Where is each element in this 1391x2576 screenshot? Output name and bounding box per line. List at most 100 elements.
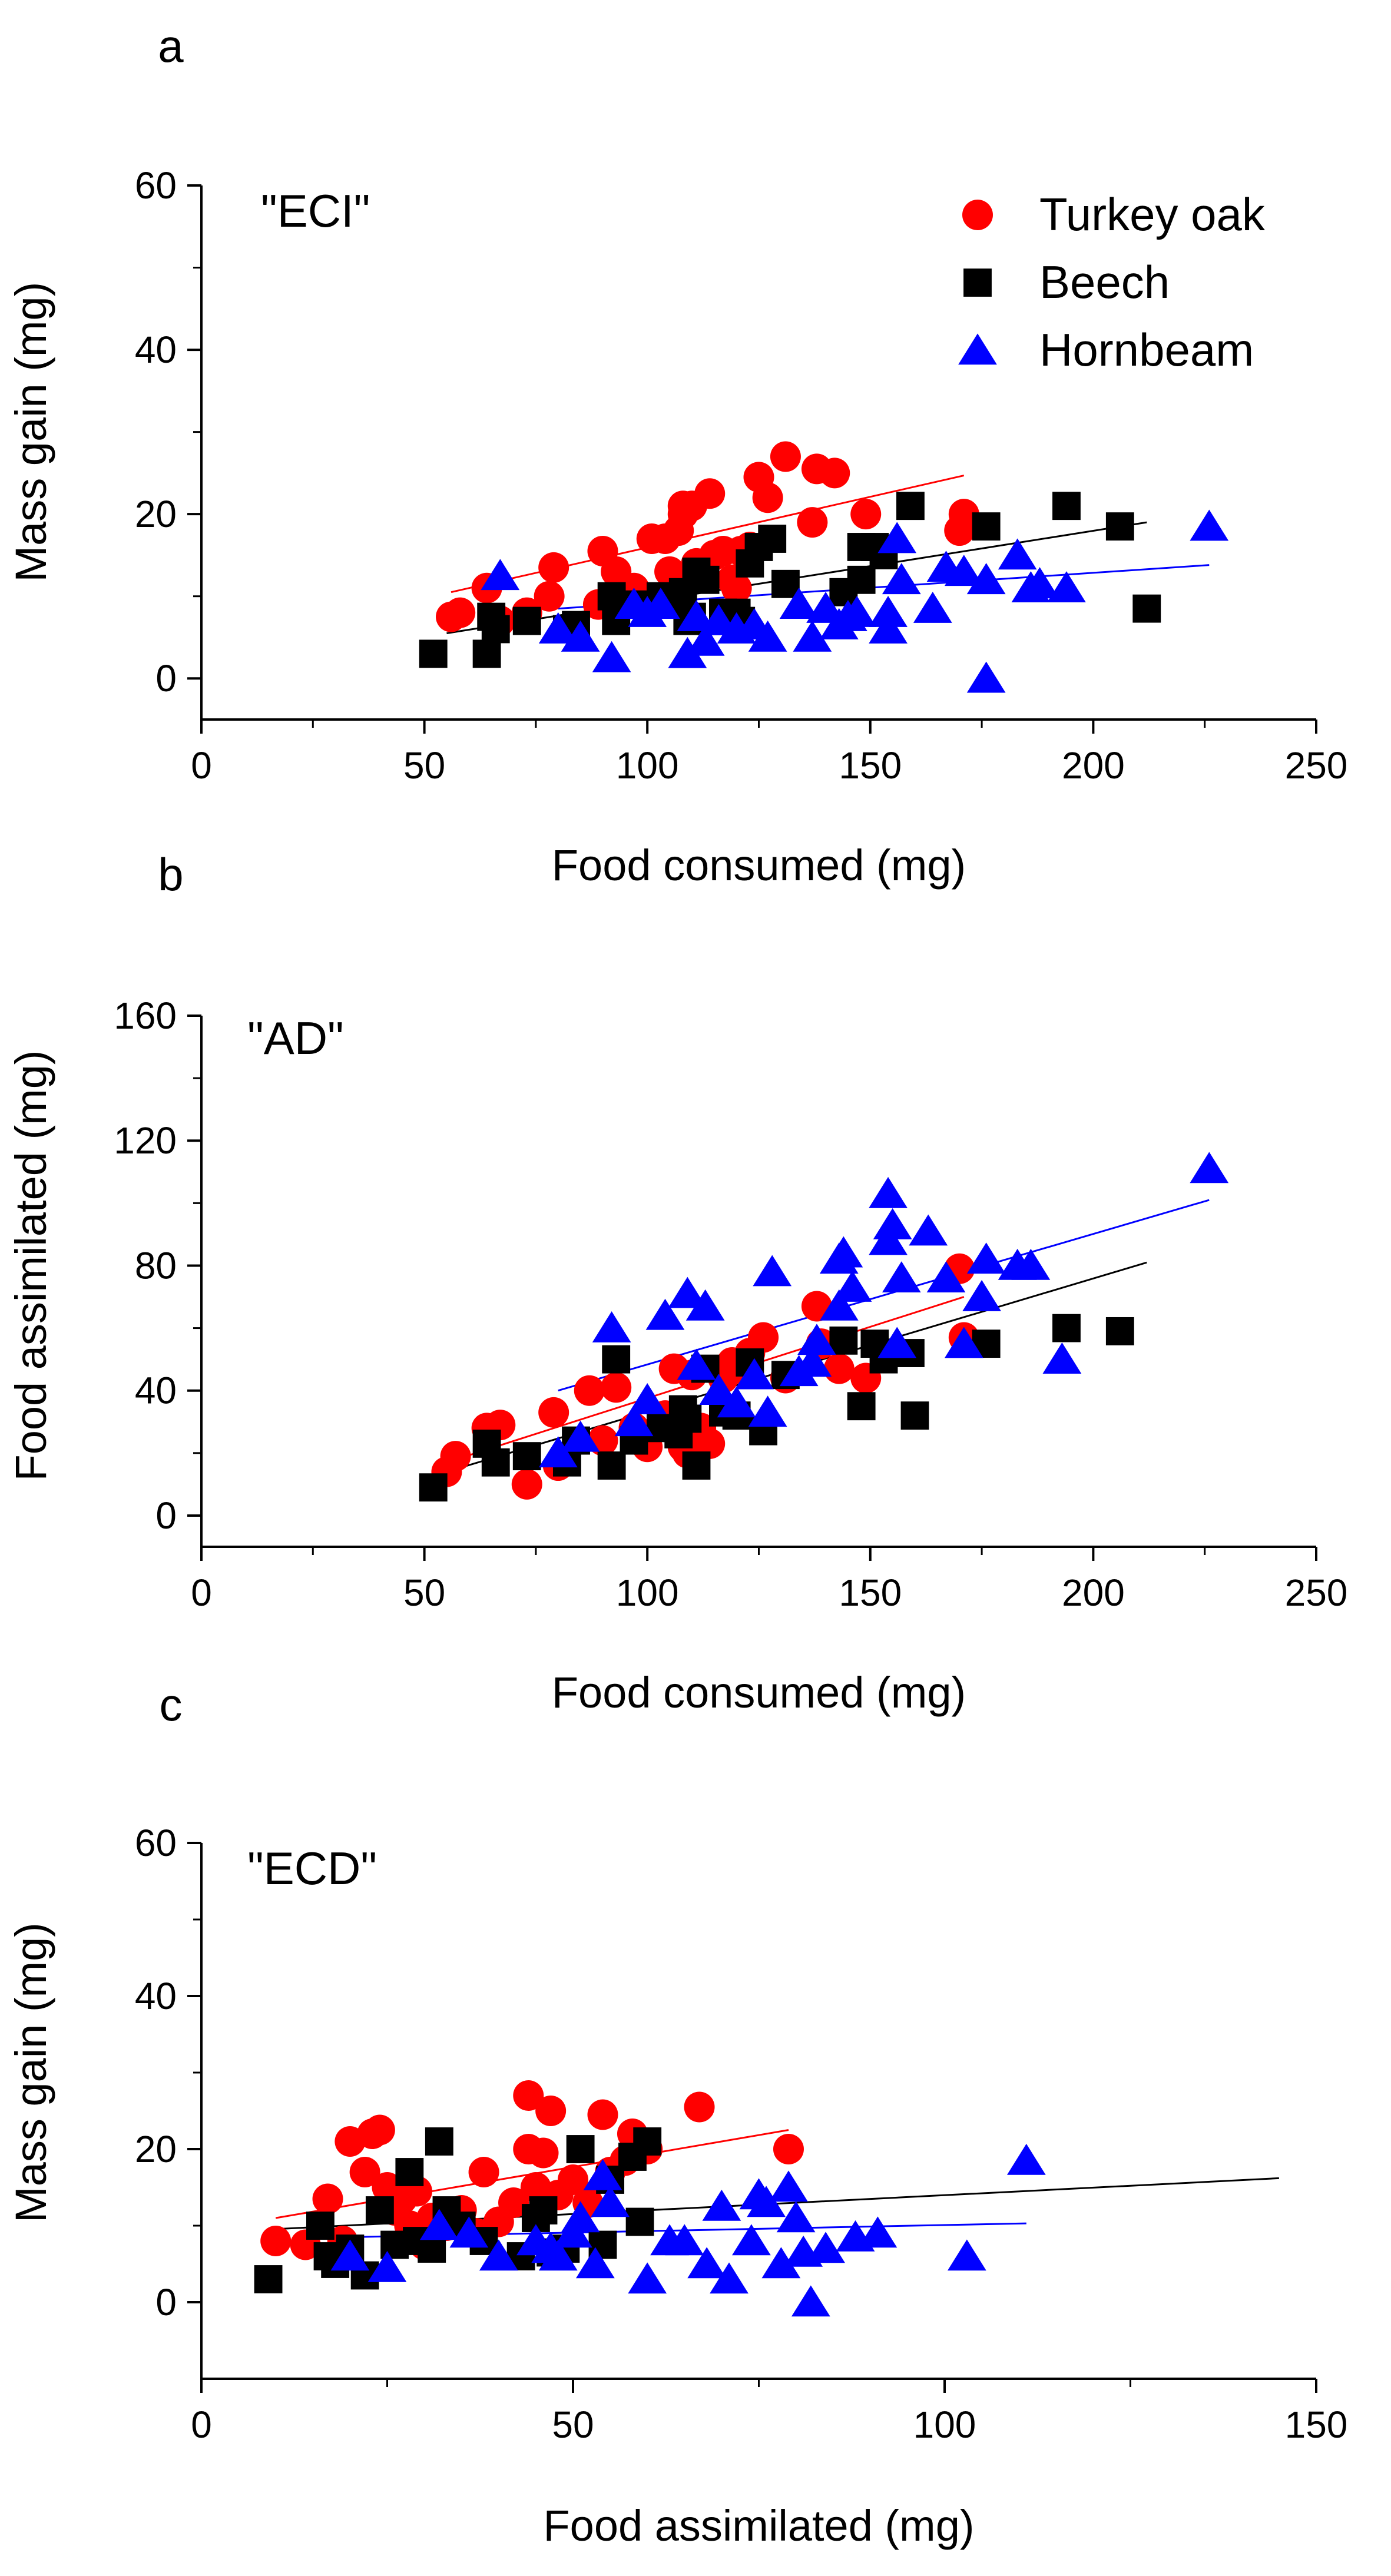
data-point-beech (829, 1326, 858, 1355)
data-point-hornbeam (583, 2159, 622, 2190)
panel-letter: a (158, 20, 184, 72)
data-point-hornbeam (873, 1208, 912, 1239)
data-point-hornbeam (1020, 567, 1059, 599)
data-point-turkey-oak (364, 2114, 395, 2146)
panel-tag: "ECD" (247, 1842, 377, 1894)
data-point-hornbeam (877, 522, 917, 553)
x-tick-label: 50 (552, 2403, 594, 2446)
x-tick-label: 150 (839, 1572, 902, 1614)
data-point-hornbeam (869, 596, 908, 627)
data-point-hornbeam (882, 1261, 921, 1293)
legend: Turkey oak Beech Hornbeam (958, 188, 1266, 376)
data-point-hornbeam (998, 538, 1037, 570)
data-point-hornbeam (668, 1277, 707, 1308)
data-point-hornbeam (677, 599, 716, 631)
data-point-turkey-oak (797, 507, 828, 538)
x-tick-label: 50 (403, 1572, 445, 1614)
data-point-beech (847, 1392, 876, 1421)
y-tick-label: 0 (155, 2281, 177, 2323)
data-point-turkey-oak (511, 1468, 542, 1500)
data-point-beech (625, 2207, 654, 2236)
data-point-beech (481, 1448, 510, 1477)
data-point-hornbeam (793, 620, 832, 652)
data-point-hornbeam (561, 620, 600, 652)
data-point-hornbeam (668, 636, 707, 668)
data-point-turkey-oak (823, 1353, 855, 1384)
data-point-beech (419, 1473, 448, 1502)
legend-marker-hornbeam (958, 333, 997, 365)
y-axis-title: Food assimilated (mg) (6, 1050, 55, 1481)
data-point-beech (566, 2135, 595, 2163)
data-point-hornbeam (481, 559, 520, 591)
data-point-hornbeam (1006, 2143, 1046, 2175)
data-point-hornbeam (419, 2209, 459, 2240)
x-tick-label: 100 (616, 1572, 679, 1614)
panel-letter: c (160, 1679, 183, 1730)
data-point-turkey-oak (773, 2134, 804, 2164)
data-point-hornbeam (858, 2216, 897, 2248)
data-point-turkey-oak (513, 2080, 544, 2111)
data-point-hornbeam (776, 2201, 816, 2233)
data-point-hornbeam (575, 2247, 615, 2279)
legend-marker-beech (963, 268, 992, 297)
data-point-hornbeam (710, 2262, 749, 2294)
data-point-turkey-oak (498, 2187, 529, 2218)
data-point-hornbeam (748, 1395, 787, 1427)
y-tick-label: 0 (155, 657, 177, 699)
data-point-hornbeam (731, 2224, 771, 2256)
fit-line-turkey-oak (451, 475, 965, 594)
data-point-hornbeam (592, 1311, 631, 1342)
data-point-beech (972, 512, 1001, 541)
data-point-beech (682, 1451, 711, 1480)
data-point-beech (633, 2127, 662, 2156)
data-point-beech (472, 639, 501, 668)
panel-b: b "AD" 0 50 100 150 200 250 0 40 80 120 160 Food cons… (6, 848, 1347, 1717)
data-point-hornbeam (717, 1386, 756, 1418)
data-point-beech (254, 2265, 283, 2293)
x-tick-label: 50 (403, 744, 445, 787)
data-point-beech (1052, 492, 1081, 520)
data-point-turkey-oak (752, 482, 783, 513)
data-point-turkey-oak (468, 2157, 499, 2187)
data-point-hornbeam (913, 592, 952, 623)
y-tick-label: 20 (135, 2128, 177, 2170)
data-point-hornbeam (591, 2186, 630, 2217)
data-point-hornbeam (833, 1271, 872, 1302)
data-point-turkey-oak (534, 581, 565, 612)
data-point-hornbeam (966, 563, 1006, 595)
data-point-hornbeam (947, 2239, 986, 2271)
data-point-turkey-oak (694, 1428, 726, 1459)
x-tick-label: 100 (616, 744, 679, 787)
data-point-hornbeam (926, 1261, 966, 1293)
data-point-hornbeam (685, 1289, 725, 1321)
data-point-beech (395, 2158, 424, 2186)
y-tick-label: 0 (155, 1494, 177, 1537)
y-tick-label: 80 (135, 1244, 177, 1287)
data-point-turkey-oak (574, 1375, 605, 1406)
data-point-hornbeam (735, 1358, 774, 1390)
data-point-turkey-oak (538, 1397, 569, 1428)
data-point-turkey-oak (558, 2164, 588, 2195)
data-point-hornbeam (944, 555, 983, 586)
data-point-beech (1105, 1317, 1134, 1345)
data-point-hornbeam (1042, 1342, 1082, 1374)
x-tick-label: 250 (1285, 744, 1348, 787)
data-point-beech (597, 1451, 626, 1480)
data-point-hornbeam (962, 1279, 1001, 1311)
data-point-hornbeam (837, 596, 876, 627)
data-point-beech (673, 1404, 702, 1433)
data-point-hornbeam (761, 2247, 801, 2279)
x-axis-title: Food consumed (mg) (552, 841, 966, 890)
x-tick-label: 0 (191, 2403, 212, 2446)
data-point-hornbeam (869, 1176, 908, 1208)
y-tick-label: 40 (135, 1975, 177, 2017)
data-point-turkey-oak (748, 1322, 779, 1353)
data-point-hornbeam (538, 612, 578, 644)
data-point-beech (602, 1345, 631, 1374)
data-point-beech (1132, 594, 1161, 623)
data-point-hornbeam (909, 1214, 948, 1246)
x-tick-label: 150 (839, 744, 902, 787)
data-point-turkey-oak (349, 2157, 380, 2187)
x-tick-label: 200 (1062, 1572, 1125, 1614)
